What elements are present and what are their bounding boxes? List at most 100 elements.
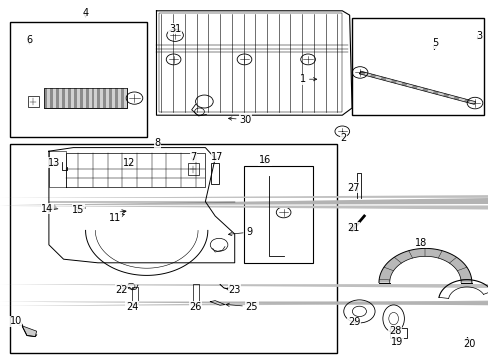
Text: 6: 6 (26, 35, 32, 45)
Bar (94, 88, 97, 108)
Text: 27: 27 (346, 183, 359, 193)
Text: 10: 10 (9, 316, 23, 326)
Polygon shape (416, 86, 423, 90)
Bar (68, 88, 71, 108)
Bar (193, 284, 199, 304)
Polygon shape (378, 248, 471, 283)
Text: 2: 2 (340, 131, 346, 143)
Text: 1: 1 (300, 74, 316, 84)
Bar (61, 88, 64, 108)
Bar (124, 88, 127, 108)
Polygon shape (364, 72, 370, 77)
Polygon shape (0, 283, 488, 289)
Bar (59, 88, 61, 108)
Polygon shape (385, 78, 391, 82)
Text: 31: 31 (168, 24, 181, 34)
Text: 14: 14 (41, 204, 54, 214)
Polygon shape (468, 100, 475, 104)
Bar (103, 88, 106, 108)
Polygon shape (22, 326, 37, 337)
Text: 11: 11 (108, 213, 124, 223)
Bar (10, 22, 146, 137)
Text: 8: 8 (154, 138, 160, 148)
Text: 17: 17 (211, 152, 224, 162)
Bar (49, 151, 66, 187)
Polygon shape (369, 74, 376, 78)
Bar (88, 88, 91, 108)
Polygon shape (437, 92, 444, 96)
Text: 22: 22 (115, 285, 127, 295)
Text: 13: 13 (47, 158, 60, 168)
Polygon shape (447, 95, 454, 99)
Polygon shape (421, 88, 428, 92)
Bar (47, 88, 50, 108)
Text: 4: 4 (82, 8, 88, 18)
Text: 23: 23 (225, 285, 241, 295)
Bar (115, 88, 118, 108)
Bar (53, 88, 56, 108)
Bar (118, 88, 121, 108)
Bar (77, 88, 80, 108)
Text: 19: 19 (390, 337, 403, 347)
Polygon shape (452, 96, 459, 100)
Text: 28: 28 (388, 326, 401, 336)
Polygon shape (359, 71, 365, 75)
Polygon shape (395, 81, 402, 85)
Text: 26: 26 (189, 302, 202, 312)
Bar (100, 88, 103, 108)
Polygon shape (0, 301, 488, 305)
Polygon shape (406, 84, 412, 88)
Text: 12: 12 (123, 158, 136, 168)
Bar (64, 88, 68, 108)
Text: 24: 24 (125, 302, 138, 312)
Polygon shape (442, 93, 448, 98)
Text: 7: 7 (190, 152, 196, 162)
Polygon shape (390, 80, 396, 84)
Bar (10, 144, 337, 353)
Bar (106, 88, 109, 108)
Bar (85, 88, 88, 108)
Bar (44, 88, 127, 108)
Polygon shape (432, 91, 438, 95)
Text: 21: 21 (346, 222, 359, 233)
Polygon shape (427, 89, 433, 93)
Polygon shape (0, 194, 488, 205)
Bar (112, 88, 115, 108)
Text: 30: 30 (228, 114, 251, 125)
Bar (109, 88, 112, 108)
Polygon shape (458, 98, 464, 102)
Bar (44, 88, 47, 108)
Text: 5: 5 (431, 38, 437, 50)
Bar (74, 88, 77, 108)
Text: 25: 25 (225, 302, 258, 312)
Text: 29: 29 (347, 317, 360, 327)
Bar (56, 88, 59, 108)
Bar (71, 88, 74, 108)
Polygon shape (463, 99, 469, 103)
Text: 9: 9 (228, 227, 252, 237)
Bar (82, 88, 85, 108)
Bar (132, 287, 138, 304)
Text: 18: 18 (414, 238, 427, 248)
Text: 15: 15 (72, 204, 84, 215)
Bar (50, 88, 53, 108)
Polygon shape (411, 85, 417, 89)
Bar (187, 163, 198, 175)
Bar (80, 88, 82, 108)
Bar (211, 163, 218, 184)
Bar (389, 328, 406, 338)
Polygon shape (0, 204, 488, 210)
Bar (97, 88, 100, 108)
Polygon shape (380, 77, 386, 81)
Text: 16: 16 (258, 155, 271, 165)
Polygon shape (400, 82, 407, 86)
Bar (121, 88, 124, 108)
Bar (351, 18, 483, 115)
Bar (44, 88, 127, 108)
Text: 20: 20 (462, 337, 475, 349)
Bar (91, 88, 94, 108)
Text: 3: 3 (475, 31, 481, 41)
Bar (159, 13, 342, 112)
Polygon shape (49, 204, 58, 210)
Bar (28, 96, 39, 107)
